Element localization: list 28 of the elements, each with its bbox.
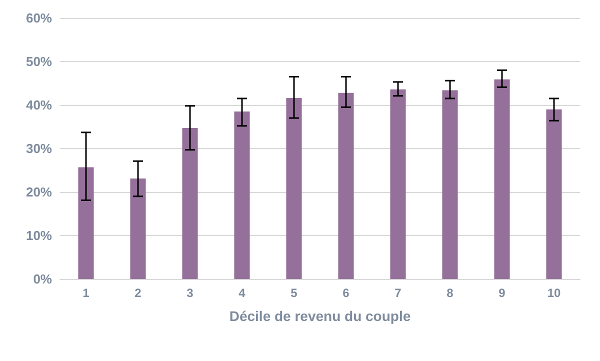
x-tick-label: 7 <box>394 286 402 300</box>
y-tick-label: 60% <box>26 10 52 26</box>
bar <box>130 178 146 279</box>
y-tick-label: 20% <box>26 184 52 200</box>
x-tick-label: 4 <box>238 286 246 300</box>
bar <box>234 112 250 279</box>
bar <box>390 89 406 279</box>
y-tick-label: 50% <box>26 54 52 69</box>
x-tick-label: 5 <box>290 286 298 300</box>
bar <box>78 167 94 279</box>
bar <box>286 98 302 279</box>
x-tick-label: 6 <box>342 286 350 300</box>
y-tick-label: 10% <box>26 228 52 243</box>
x-tick-label: 1 <box>82 286 90 300</box>
bar <box>182 128 198 279</box>
bar <box>338 92 354 279</box>
y-tick-label: 30% <box>26 141 52 156</box>
x-axis-title: Décile de revenu du couple <box>229 308 411 324</box>
x-tick-label: 2 <box>134 286 142 300</box>
x-tick-label: 3 <box>186 286 194 300</box>
bar <box>546 109 562 279</box>
x-tick-label: 8 <box>446 286 454 300</box>
bar <box>442 90 458 279</box>
bar <box>494 79 510 279</box>
x-tick-label: 9 <box>498 286 506 300</box>
y-tick-label: 0% <box>33 272 52 286</box>
x-tick-label: 10 <box>547 286 561 300</box>
y-tick-label: 40% <box>26 98 52 112</box>
